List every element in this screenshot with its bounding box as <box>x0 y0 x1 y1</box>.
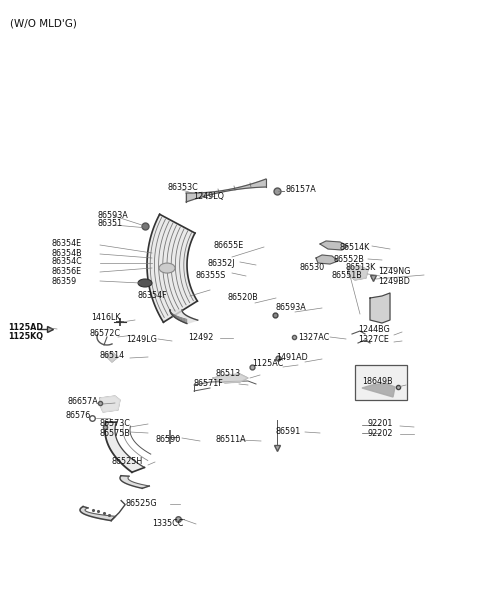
Polygon shape <box>105 422 144 472</box>
Text: 1125KQ: 1125KQ <box>8 333 43 341</box>
Text: 1125AD: 1125AD <box>8 322 43 331</box>
Text: 86514: 86514 <box>100 350 125 359</box>
Text: 92202: 92202 <box>368 429 394 438</box>
Text: 86351: 86351 <box>98 220 123 229</box>
Text: 86354F: 86354F <box>138 291 168 300</box>
Text: 1491AD: 1491AD <box>276 353 308 362</box>
Polygon shape <box>186 179 266 202</box>
Ellipse shape <box>138 279 152 287</box>
Text: 86355S: 86355S <box>196 270 227 279</box>
Text: 1335CC: 1335CC <box>152 519 183 528</box>
Polygon shape <box>348 266 368 280</box>
Polygon shape <box>100 396 120 412</box>
Text: 86514K: 86514K <box>340 244 370 253</box>
Text: 86354E: 86354E <box>52 239 82 248</box>
Text: 86591: 86591 <box>276 427 301 436</box>
Text: 86354C: 86354C <box>52 257 83 266</box>
Text: 86590: 86590 <box>156 435 181 445</box>
Ellipse shape <box>159 263 175 273</box>
Polygon shape <box>213 374 248 383</box>
Text: 86657A: 86657A <box>68 398 99 407</box>
Polygon shape <box>105 352 118 362</box>
Text: 86575B: 86575B <box>100 429 131 438</box>
Polygon shape <box>170 310 198 324</box>
Text: 1327CE: 1327CE <box>358 336 389 344</box>
Text: 1249NG: 1249NG <box>378 267 410 276</box>
Text: 86525H: 86525H <box>111 457 142 466</box>
Text: 1327AC: 1327AC <box>298 333 329 341</box>
FancyBboxPatch shape <box>355 365 407 400</box>
Text: 86655E: 86655E <box>213 241 243 250</box>
Polygon shape <box>362 383 395 397</box>
Text: 86576: 86576 <box>66 411 91 420</box>
Text: 86571F: 86571F <box>193 378 223 387</box>
Text: 86530: 86530 <box>300 263 325 272</box>
Text: 86552B: 86552B <box>334 254 365 263</box>
Text: 1244BG: 1244BG <box>358 325 390 334</box>
Polygon shape <box>320 241 348 250</box>
Polygon shape <box>370 293 390 323</box>
Text: 1249LG: 1249LG <box>126 336 157 344</box>
Text: (W/O MLD'G): (W/O MLD'G) <box>10 18 77 28</box>
Text: 1416LK: 1416LK <box>91 313 120 322</box>
Text: 12492: 12492 <box>188 333 214 341</box>
Polygon shape <box>120 476 149 488</box>
Text: 1249BD: 1249BD <box>378 276 410 285</box>
Text: 86593A: 86593A <box>98 211 129 220</box>
Text: 18649B: 18649B <box>362 377 393 386</box>
Polygon shape <box>80 506 115 521</box>
Text: 86356E: 86356E <box>52 266 82 275</box>
Text: 1249LQ: 1249LQ <box>193 192 224 201</box>
Text: 92201: 92201 <box>368 420 394 429</box>
Text: 86573C: 86573C <box>100 418 131 427</box>
Text: 86513K: 86513K <box>346 263 376 272</box>
Text: 86551B: 86551B <box>332 272 363 281</box>
Text: 86593A: 86593A <box>276 303 307 312</box>
Text: 86157A: 86157A <box>286 186 317 195</box>
Polygon shape <box>316 255 338 264</box>
Text: 86525G: 86525G <box>126 498 157 507</box>
Text: 86511A: 86511A <box>215 435 246 445</box>
Polygon shape <box>147 214 197 322</box>
Text: 86359: 86359 <box>52 276 77 285</box>
Text: 86513: 86513 <box>216 370 241 378</box>
Text: 86520B: 86520B <box>228 294 259 303</box>
Text: 1125AC: 1125AC <box>252 359 283 368</box>
Text: 86352J: 86352J <box>208 259 236 267</box>
Text: 86572C: 86572C <box>89 330 120 338</box>
Text: 86353C: 86353C <box>168 183 199 192</box>
Text: 86354B: 86354B <box>52 248 83 257</box>
